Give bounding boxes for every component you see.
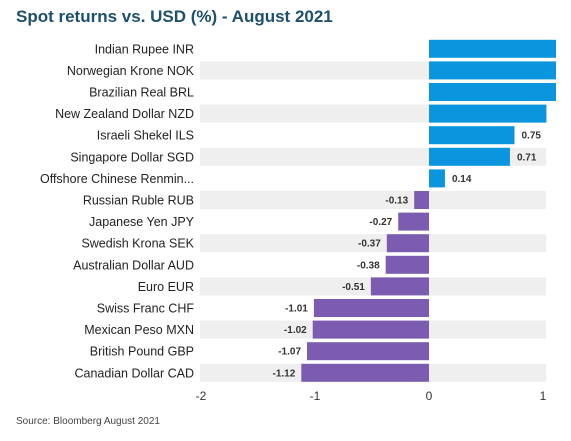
value-label: -0.27 [369,217,392,228]
row-stripe [200,191,546,209]
value-label: -1.01 [285,304,308,315]
category-label: Japanese Yen JPY [89,215,195,229]
bar-5 [429,126,515,145]
value-label: 0.71 [517,152,537,163]
x-tick-label: 1 [540,389,547,403]
value-label: -0.13 [385,196,408,207]
category-label: Canadian Dollar CAD [74,366,194,380]
category-label: Australian Dollar AUD [73,258,194,272]
category-label: New Zealand Dollar NZD [55,107,194,121]
bar-4 [429,104,547,123]
bar-11 [385,255,429,274]
bar-3 [429,83,556,101]
bar-6 [429,147,510,166]
x-tick-label: 0 [426,389,433,403]
bar-1 [429,39,556,58]
value-label: -0.38 [357,260,380,271]
bar-12 [370,277,429,296]
category-label: Euro EUR [138,280,194,294]
category-label: Russian Ruble RUB [83,194,194,208]
bars-group [301,39,556,382]
value-label: 0.75 [522,131,542,142]
bar-15 [307,342,429,361]
category-label: Brazilian Real BRL [89,86,194,100]
value-label: -0.51 [342,282,365,293]
bar-14 [312,320,429,339]
bar-2 [429,61,556,80]
bar-7 [429,169,445,188]
category-label: Israeli Shekel ILS [97,129,194,143]
value-label: -0.37 [358,239,381,250]
bar-10 [386,234,429,253]
category-label: Mexican Peso MXN [84,323,194,337]
value-label: -1.02 [284,325,307,336]
category-label: British Pound GBP [90,345,194,359]
category-label: Singapore Dollar SGD [70,150,194,164]
value-label: 0.14 [452,174,472,185]
value-label: -1.12 [273,368,296,379]
bar-13 [313,299,429,317]
chart-source-note: Source: Bloomberg August 2021 [16,416,160,427]
bar-8 [414,191,429,209]
x-tick-label: -2 [196,389,207,403]
x-tick-label: -1 [310,389,321,403]
category-label: Norwegian Krone NOK [67,64,195,78]
row-stripe [200,234,546,253]
bar-9 [398,212,429,231]
bar-16 [301,363,429,382]
chart-title: Spot returns vs. USD (%) - August 2021 [16,7,333,26]
category-label: Indian Rupee INR [95,42,194,56]
value-label: -1.07 [278,347,301,358]
category-label: Swiss Franc CHF [97,302,195,316]
category-label: Offshore Chinese Renmin... [40,172,194,186]
category-label: Swedish Krona SEK [81,237,194,251]
